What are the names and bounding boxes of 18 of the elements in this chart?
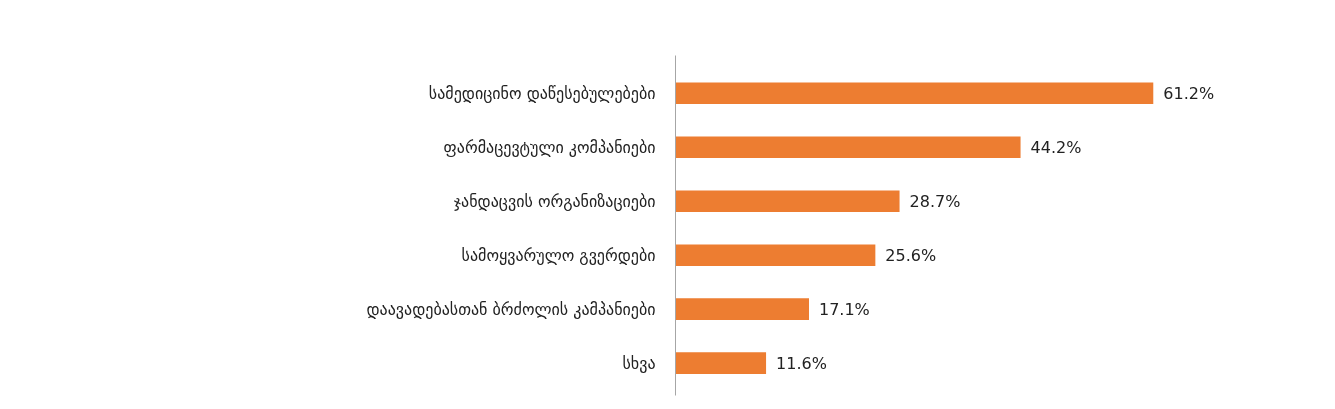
- data-label: 61.2%: [1163, 83, 1215, 103]
- y-tick-label: ფარმაცევტული კომპანიები: [443, 137, 656, 157]
- bar: [675, 244, 876, 266]
- y-tick-label: სხვა: [622, 353, 656, 373]
- data-label: 25.6%: [885, 245, 937, 265]
- data-label: 28.7%: [909, 191, 961, 211]
- bar: [675, 298, 809, 320]
- y-tick-label: სამოყვარულო გვერდები: [461, 245, 656, 265]
- data-label: 11.6%: [776, 353, 827, 373]
- data-label: 44.2%: [1030, 137, 1082, 157]
- y-tick-label: დაავადებასთან ბრძოლის კამპანიები: [366, 299, 656, 319]
- bar: [675, 82, 1154, 105]
- y-tick-label: სამედიცინო დაწესებულებები: [428, 83, 656, 103]
- bar: [675, 190, 900, 213]
- bar: [675, 136, 1021, 159]
- data-label: 17.1%: [819, 299, 870, 319]
- y-tick-label: ჯანდაცვის ორგანიზაციები: [453, 191, 656, 211]
- bar: [675, 352, 767, 374]
